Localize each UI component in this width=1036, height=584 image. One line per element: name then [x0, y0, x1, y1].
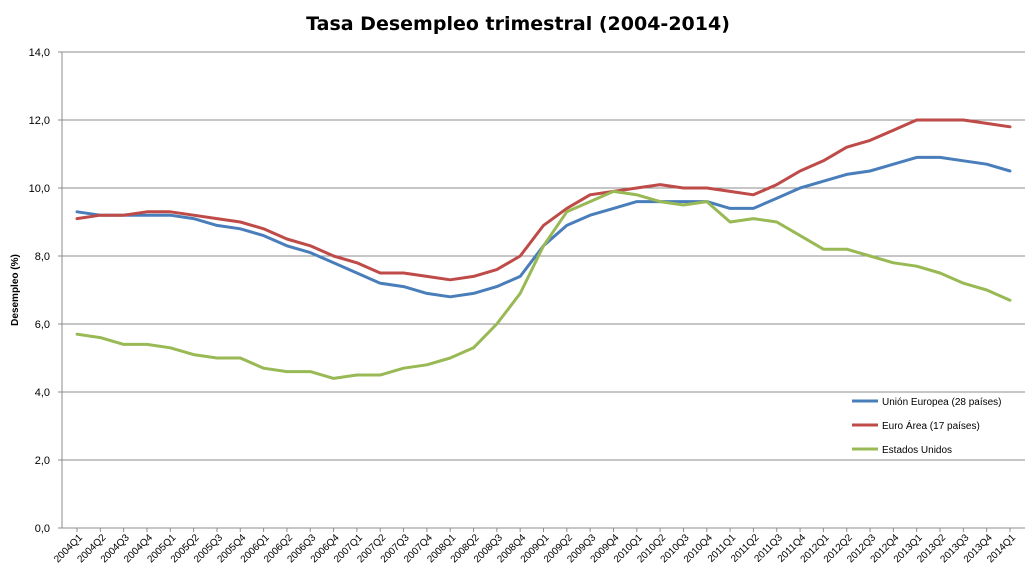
gridlines [62, 51, 1025, 461]
y-tick-label: 10,0 [29, 183, 50, 195]
y-axis-ticks: 0,0 2,0 4,0 6,0 8,0 10,0 12,0 14,0 [29, 47, 62, 535]
legend-label: Unión Europea (28 países) [882, 397, 1002, 408]
legend-label: Estados Unidos [882, 445, 952, 456]
series-lines [75, 118, 1012, 380]
legend: Unión Europea (28 países) Euro Área (17 p… [852, 397, 1002, 456]
y-tick-label: 12,0 [29, 115, 50, 127]
series-line-2 [75, 189, 1012, 380]
series-line-1 [75, 118, 1012, 282]
y-tick-label: 8,0 [35, 251, 50, 263]
legend-label: Euro Área (17 países) [882, 419, 980, 432]
y-tick-label: 4,0 [35, 387, 50, 399]
chart-title: Tasa Desempleo trimestral (2004-2014) [306, 13, 730, 35]
y-axis-label: Desempleo (%) [10, 254, 21, 326]
x-axis-ticks: 2004Q12004Q22004Q32004Q42005Q12005Q22005… [52, 528, 1018, 565]
y-tick-label: 2,0 [35, 455, 50, 467]
axes [61, 52, 1025, 529]
y-tick-label: 14,0 [29, 47, 50, 59]
y-tick-label: 0,0 [35, 523, 50, 535]
y-tick-label: 6,0 [35, 319, 50, 331]
